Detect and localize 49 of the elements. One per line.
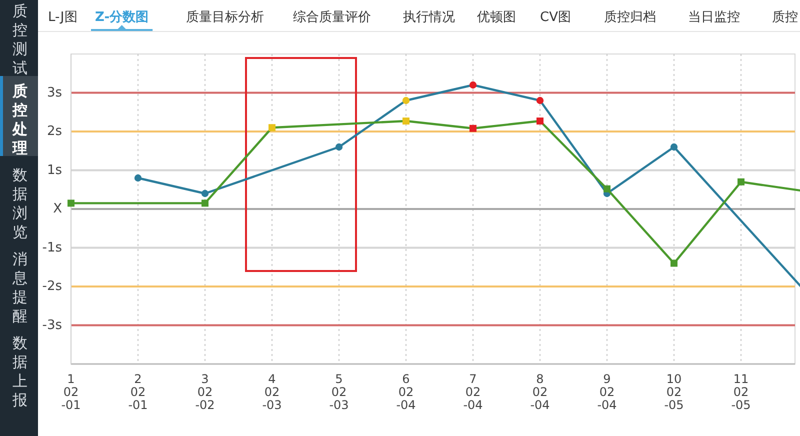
point [536,118,544,125]
text: 质控处理 [12,82,28,157]
point [68,200,74,207]
x-tick-label: 6 02 -04 [396,372,416,412]
chart-title: Z-分数图 [95,10,149,25]
y-tick-label: 2s [46,124,62,139]
point [335,143,343,151]
point [202,200,208,207]
x-tick-label: 5 02 -03 [329,372,349,412]
x-tick-label: 4 02 -03 [262,372,282,412]
y-tick-label: 1s [46,162,62,178]
point [402,96,410,104]
x-tick-label: 1 02 -01 [61,372,81,412]
y-tick-label: X [53,202,62,216]
text: 优顿图 [477,10,516,25]
point [604,185,610,192]
point [670,260,678,267]
text: 消息提醒 [12,250,28,325]
y-tick-label: -3s [42,318,62,333]
x-tick-label: 9 02 -04 [597,372,617,412]
x-tick-label: 2 02 -01 [128,372,148,412]
text: 质控 [772,10,798,25]
text: 质控测试 [12,2,28,77]
x-tick-label: 8 02 -04 [530,372,550,412]
x-tick-label: 10 02 -05 [664,372,684,412]
x-tick-label: 11 02 -05 [731,372,751,412]
text: 当日监控 [688,10,740,25]
x-tick-label: 3 02 -02 [195,372,215,412]
text: 质量目标分析 [186,10,264,25]
text: 数据浏览 [12,166,28,241]
text: 综合质量评价 [293,10,371,25]
point [469,81,477,89]
point [402,118,410,125]
point [201,190,209,198]
text: 质控归档 [604,10,656,25]
x-tick-label: 7 02 -04 [463,372,483,412]
point [536,96,544,104]
point [268,124,276,132]
y-tick-label: 3s [46,85,62,100]
text: 数据上报 [12,334,28,409]
text: CV图 [540,10,571,25]
point [470,124,476,132]
text: L-J图 [48,10,78,25]
y-tick-label: -1s [42,240,62,256]
point [670,143,678,151]
text: 执行情况 [403,10,455,25]
point [134,174,142,182]
point [738,178,744,186]
y-tick-label: -2s [42,279,62,294]
